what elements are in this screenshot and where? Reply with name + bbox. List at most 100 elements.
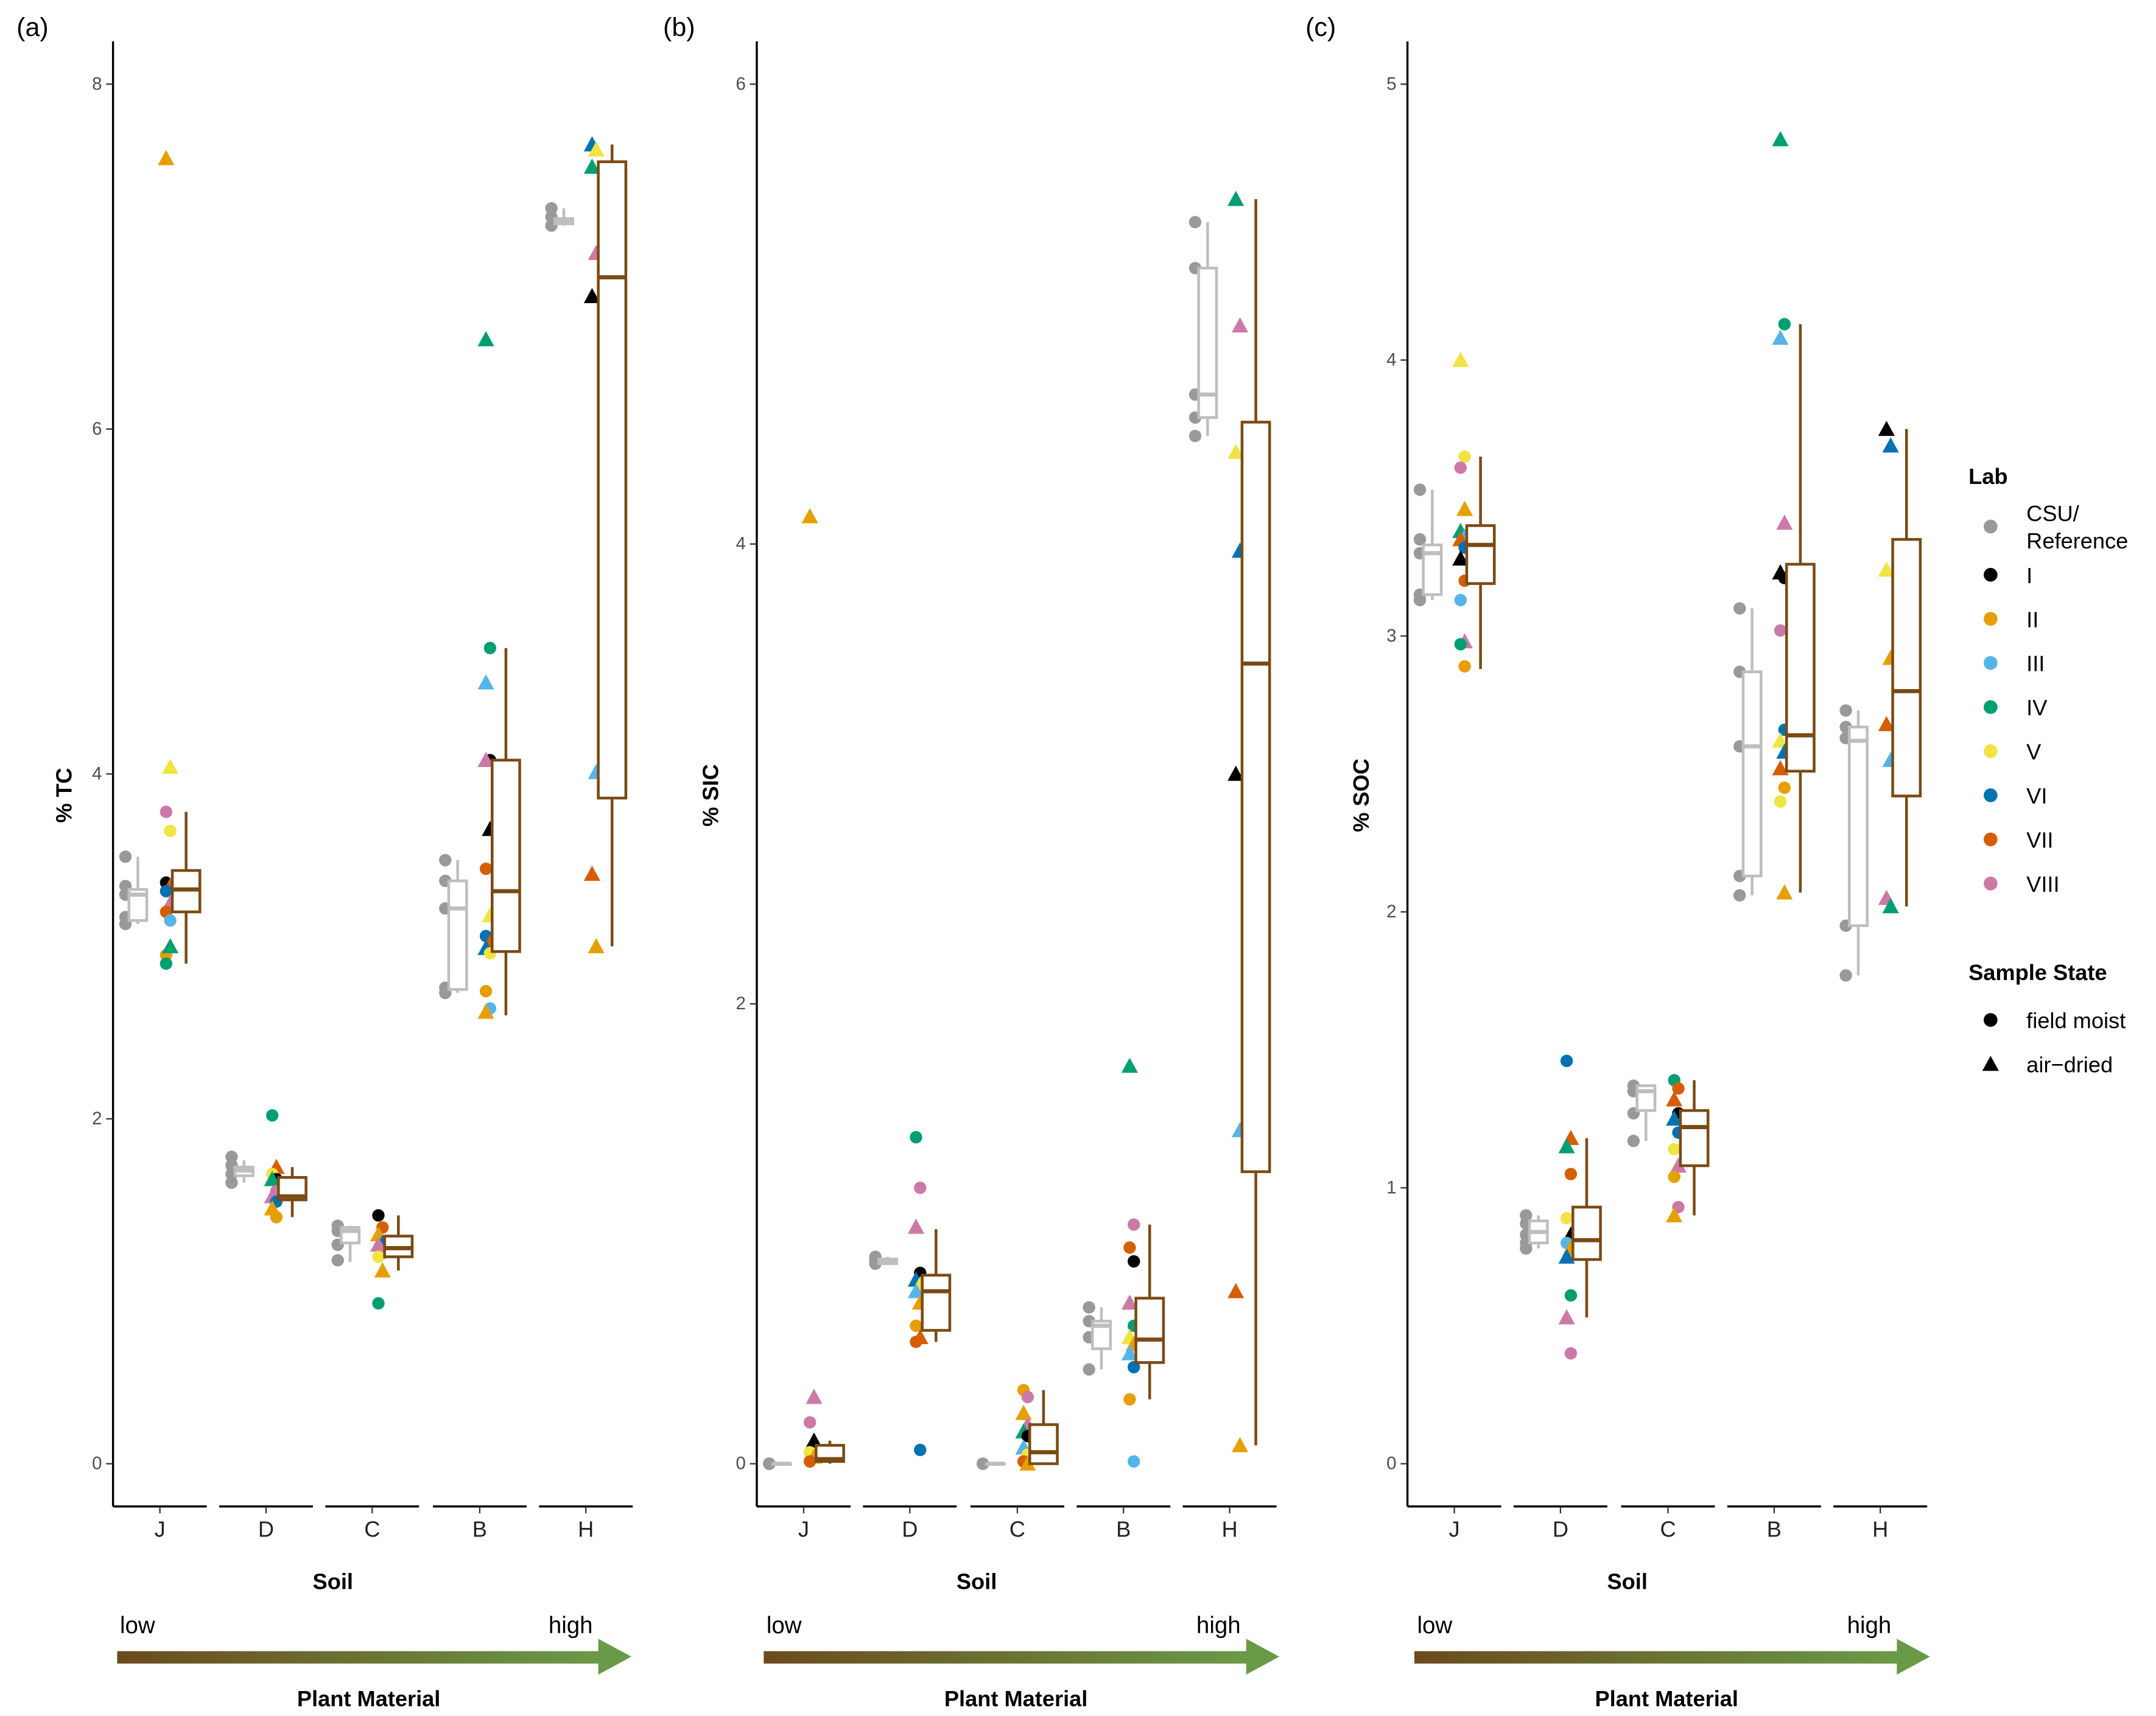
box-iqr [1679, 1109, 1710, 1168]
point-VI-air-dried [1882, 437, 1899, 453]
gradient-arrow-bar [1414, 1651, 1900, 1664]
panel-c: (c) 0 1 2 3 4 5 % SOC J D C B H Soil low high Plant Mate… [1305, 13, 1930, 1711]
gradient-arrow-bar [764, 1651, 1249, 1664]
y-tick-label: 5 [1386, 74, 1396, 94]
point-VIII-field-moist [1021, 1390, 1034, 1404]
x-axis-title: Soil [1607, 1569, 1648, 1594]
y-tick-label: 2 [1386, 902, 1396, 922]
arrow-head-icon [598, 1639, 631, 1675]
lab-box [1028, 1390, 1059, 1465]
box-iqr [921, 1273, 952, 1332]
point-V-air-dried [162, 758, 179, 774]
point-VIII-air-dried [1776, 514, 1793, 530]
legend-lab-title: Lab [1968, 464, 2007, 489]
gradient-high-label: high [549, 1613, 593, 1639]
box-iqr [447, 879, 468, 991]
point-Ref-field-moist [1413, 533, 1427, 546]
point-IV-field-moist [1454, 638, 1467, 651]
point-IV-air-dried [583, 158, 601, 174]
point-II-air-dried [801, 508, 818, 524]
point-II-air-dried [477, 1003, 494, 1019]
point-IV-field-moist [1778, 318, 1791, 331]
point-VII-field-moist [1564, 1168, 1578, 1180]
point-Ref-field-moist [1413, 483, 1427, 496]
group-C [977, 1384, 1059, 1471]
arrow-head-icon [1246, 1639, 1280, 1675]
point-IV-air-dried [1882, 898, 1899, 914]
x-tick-label: C [364, 1517, 380, 1542]
box-iqr [1891, 538, 1922, 797]
group-J [1413, 351, 1496, 673]
point-Ref-field-moist [1733, 889, 1746, 902]
lab-box [921, 1229, 952, 1342]
legend-key-Ref [1983, 519, 1998, 534]
y-tick-label: 0 [1386, 1454, 1396, 1474]
gradient-low-label: low [767, 1613, 802, 1639]
point-I-air-dried [1227, 765, 1245, 781]
point-I-air-dried [806, 1432, 823, 1448]
point-IV-field-moist [910, 1131, 922, 1144]
y-tick-label: 8 [92, 74, 102, 94]
gradient-title: Plant Material [944, 1686, 1087, 1711]
point-II-air-dried [1015, 1404, 1032, 1420]
reference-box [340, 1225, 361, 1262]
point-I-air-dried [583, 288, 601, 303]
group-H [1189, 191, 1271, 1452]
point-IV-air-dried [477, 331, 494, 346]
point-VIII-field-moist [1774, 624, 1787, 637]
reference-box [1635, 1084, 1657, 1141]
point-VIII-air-dried [1558, 1309, 1575, 1325]
point-V-field-moist [1458, 450, 1471, 463]
point-Ref-field-moist [1189, 429, 1202, 443]
point-IV-air-dried [1121, 1057, 1138, 1073]
legend-key-VII [1983, 832, 1998, 847]
x-tick-label: J [155, 1517, 166, 1542]
point-II-air-dried [1666, 1207, 1683, 1222]
gradient-high-label: high [1847, 1613, 1892, 1639]
lab-box [597, 144, 628, 947]
legend-state-label: air−dried [2026, 1052, 2113, 1077]
reference-box [771, 1462, 792, 1466]
point-Ref-field-moist [1083, 1301, 1095, 1314]
reference-box [1197, 222, 1218, 436]
x-tick-label: H [1221, 1517, 1237, 1542]
reference-box [447, 860, 468, 993]
point-VII-field-moist [479, 863, 493, 875]
lab-box [1465, 457, 1496, 670]
y-tick-label: 1 [1386, 1177, 1396, 1197]
y-tick-label: 0 [736, 1454, 745, 1474]
point-Ref-field-moist [1413, 594, 1427, 607]
point-VI-air-dried [1558, 1248, 1575, 1264]
y-tick-label: 6 [92, 419, 102, 439]
y-tick-label: 3 [1386, 626, 1396, 646]
x-tick-label: D [902, 1517, 918, 1542]
box-iqr [1134, 1297, 1165, 1364]
x-tick-label: D [258, 1517, 274, 1542]
y-tick-label: 4 [1386, 350, 1396, 370]
point-IV-field-moist [265, 1109, 279, 1122]
point-VII-air-dried [1878, 716, 1895, 732]
point-III-air-dried [1772, 329, 1789, 345]
reference-box [985, 1462, 1006, 1466]
legend-label-I: I [2026, 563, 2032, 588]
point-II-air-dried [374, 1262, 391, 1278]
point-VII-field-moist [1123, 1241, 1136, 1254]
x-tick-label: J [798, 1517, 809, 1542]
legend-key-I [1983, 567, 1998, 582]
lab-box [383, 1215, 414, 1271]
lab-box [1679, 1080, 1710, 1216]
point-II-air-dried [1776, 884, 1793, 900]
point-VIII-air-dried [1231, 317, 1249, 333]
point-IV-field-moist [160, 957, 173, 970]
reference-box [1528, 1215, 1549, 1249]
point-V-air-dried [1452, 351, 1469, 367]
legend-key-VIII [1983, 877, 1998, 891]
point-IV-field-moist [372, 1297, 385, 1310]
point-VII-air-dried [1666, 1091, 1683, 1107]
point-III-field-moist [1128, 1455, 1140, 1468]
x-tick-label: C [1660, 1517, 1676, 1542]
panel-label: (c) [1305, 13, 1336, 42]
x-axis-title: Soil [957, 1569, 997, 1594]
point-IV-air-dried [264, 1171, 281, 1186]
panel-a: (a) 0 2 4 6 8 % TC J D C B H Soil low high Plant Materi… [16, 13, 633, 1711]
